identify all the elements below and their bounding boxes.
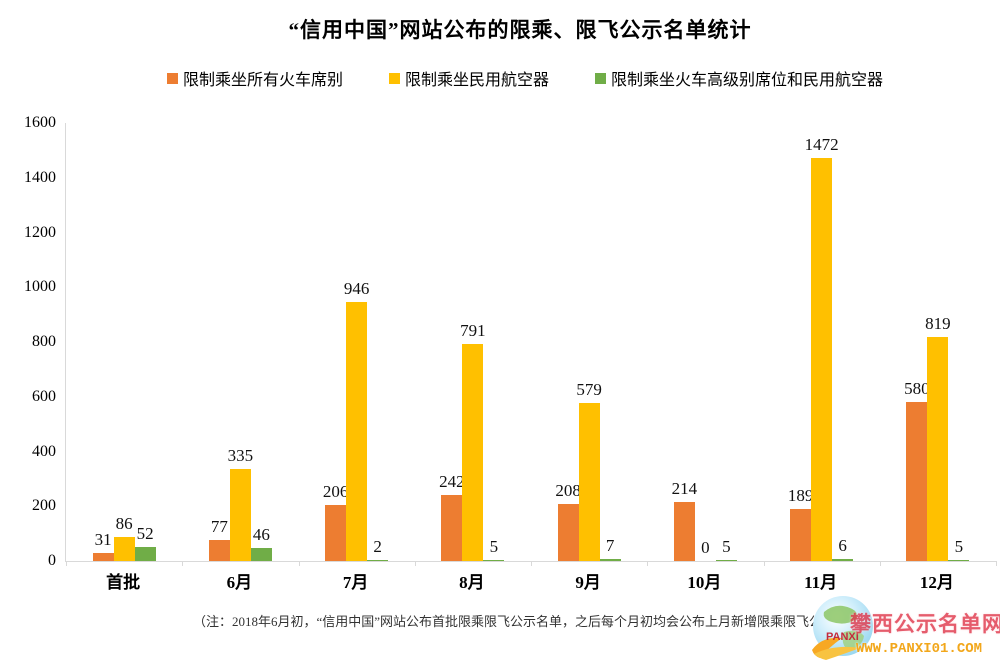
legend-item-trains: 限制乘坐所有火车席别 (166, 66, 343, 90)
bar (578, 402, 600, 561)
y-tick-label: 200 (32, 497, 56, 515)
bar (790, 509, 812, 561)
bar (832, 559, 854, 561)
x-axis-tickmark (66, 561, 67, 566)
bar-value-label: 77 (210, 516, 228, 536)
bar-value-label: 242 (439, 471, 465, 491)
bar-value-label: 946 (343, 279, 370, 299)
legend-swatch-yellow (388, 72, 400, 84)
bar (441, 494, 463, 561)
bar (134, 546, 156, 561)
legend-label-aircraft: 限制乘坐民用航空器 (404, 72, 549, 89)
watermark-site-name: 攀西公示名单网 (850, 612, 1000, 636)
bar (92, 552, 114, 561)
bar (599, 559, 621, 561)
bar-value-label: 791 (460, 321, 486, 341)
watermark-url: WWW.PANXI01.COM (856, 641, 983, 657)
x-category-label: 9月 (575, 573, 601, 592)
bar-value-label: 208 (555, 481, 581, 501)
x-category-label: 11月 (804, 573, 838, 592)
y-tick-label: 1000 (24, 278, 56, 296)
bar-value-label: 819 (925, 313, 951, 333)
bar (346, 302, 368, 561)
y-tick-label: 800 (32, 333, 56, 350)
footer-note: （注：2018年6月初，“信用中国”网站公布首批限乘限飞公示名单，之后每个月初均… (193, 614, 875, 629)
x-axis-tickmark (298, 561, 300, 566)
y-tick-label: 0 (48, 552, 56, 569)
bar (557, 504, 579, 561)
bar (250, 548, 272, 561)
bar-value-label: 206 (322, 481, 349, 501)
bar-value-label: 5 (954, 536, 964, 556)
x-category-label: 7月 (342, 573, 369, 592)
bar (948, 559, 970, 561)
bar (325, 504, 347, 561)
bar-value-label: 52 (136, 523, 154, 543)
legend-label-premium: 限制乘坐火车高级别席位和民用航空器 (611, 72, 884, 89)
y-tick-label: 600 (32, 387, 56, 405)
legend: 限制乘坐所有火车席别 限制乘坐民用航空器 限制乘坐火车高级别席位和民用航空器 (70, 66, 980, 90)
bar-value-label: 580 (904, 379, 930, 399)
bar-value-label: 0 (701, 538, 710, 557)
x-axis-tickmark (996, 561, 997, 566)
x-axis-tickmark (414, 561, 416, 566)
legend-label-trains: 限制乘坐所有火车席别 (182, 72, 343, 89)
legend-swatch-orange (166, 72, 178, 84)
plot-area: 31 77 206 242 208 214 189 580 86 335 946 791 579 0 147… (65, 123, 997, 566)
x-axis-tickmark (647, 561, 649, 566)
chart-title: “信用中国”网站公布的限乘、限飞公示名单统计 (288, 18, 752, 42)
bar-value-label: 1472 (804, 135, 839, 155)
x-category-label: 12月 (919, 573, 954, 592)
legend-item-aircraft: 限制乘坐民用航空器 (388, 66, 549, 90)
bar (462, 344, 484, 561)
bar (927, 336, 949, 561)
bar-value-label: 31 (94, 529, 112, 549)
bar-value-label: 189 (787, 486, 814, 506)
bar-value-label: 579 (576, 379, 602, 399)
bar (483, 559, 505, 561)
bar (673, 502, 695, 561)
y-tick-label: 400 (32, 442, 56, 460)
y-tick-label: 1200 (24, 223, 56, 241)
watermark-logo-text: PANXI (826, 631, 859, 643)
bar (113, 537, 135, 561)
y-tick-label: 1400 (24, 168, 56, 186)
bar-value-label: 86 (115, 514, 133, 534)
bar (906, 402, 928, 561)
y-axis-labels: 0 200 400 600 800 1000 1200 1400 1600 (0, 114, 56, 569)
x-axis-labels: 首批 6月 7月 8月 9月 10月 11月 12月 (65, 568, 995, 596)
bar (811, 158, 833, 561)
bar (367, 560, 389, 561)
bar-value-label: 6 (838, 536, 847, 556)
bar-value-label: 5 (722, 536, 731, 556)
x-category-label: 8月 (459, 573, 485, 592)
legend-swatch-green (595, 72, 606, 84)
bar-value-label: 214 (671, 479, 698, 499)
x-axis-tickmark (763, 561, 765, 566)
x-axis-tickmark (531, 561, 532, 566)
bar (715, 559, 737, 561)
bar-value-label: 7 (605, 536, 615, 556)
bar-value-label: 5 (489, 536, 499, 556)
y-tick-label: 1600 (24, 114, 56, 131)
x-category-label: 10月 (687, 573, 722, 592)
watermark-globe-logo: PANXI (804, 592, 882, 669)
x-category-label: 6月 (226, 573, 253, 592)
bar-value-label: 335 (227, 446, 254, 466)
legend-item-premium: 限制乘坐火车高级别席位和民用航空器 (595, 66, 883, 90)
bar (208, 539, 230, 561)
bar-value-label: 2 (373, 537, 382, 556)
x-axis-tickmark (182, 561, 184, 566)
x-category-label: 首批 (106, 573, 141, 592)
bar-value-label: 46 (252, 525, 270, 545)
bar (229, 469, 251, 561)
x-axis-tickmark (879, 561, 881, 566)
watermark: PANXI 攀西公示名单网 WWW.PANXI01.COM (804, 592, 1000, 665)
